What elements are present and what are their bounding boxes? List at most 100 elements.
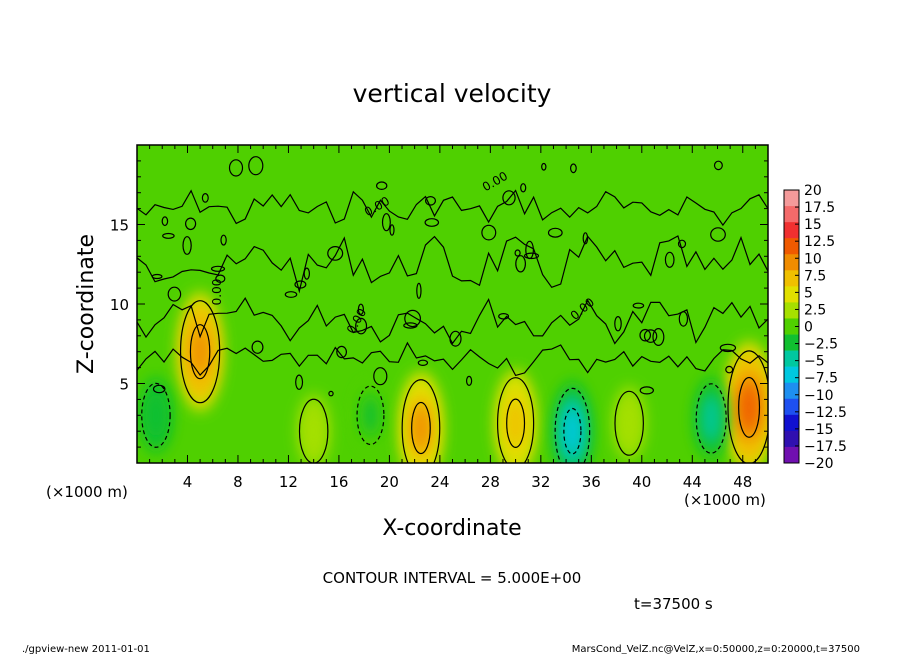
x-tick-label: 20 <box>380 473 399 491</box>
x-tick-label: 8 <box>233 473 243 491</box>
colorbar-label: 0 <box>804 320 813 336</box>
zero-contour-label: 0.00 <box>210 279 224 306</box>
colorbar-label: 20 <box>804 183 822 199</box>
velocity-core-8 <box>296 393 331 463</box>
small-contour <box>643 329 658 343</box>
colorbar-swatch <box>784 254 799 271</box>
core-contour-1 <box>401 379 441 463</box>
contour-interval-text: CONTOUR INTERVAL = 5.000E+00 <box>323 569 582 587</box>
velocity-core-5 <box>693 377 729 460</box>
small-contour <box>502 190 516 206</box>
colorbar-label: −10 <box>804 388 834 404</box>
small-contour <box>449 330 462 347</box>
colorbar-swatch <box>784 286 799 303</box>
colorbar-swatch <box>784 382 799 400</box>
core-contour-inner-2 <box>506 398 526 448</box>
velocity-core-1 <box>398 371 444 463</box>
y-tick-label: 5 <box>119 376 129 394</box>
small-contour <box>547 227 563 238</box>
small-contour <box>248 156 264 176</box>
small-contour <box>514 249 521 257</box>
x-tick-label: 28 <box>481 473 500 491</box>
small-contour <box>416 282 422 299</box>
small-contour <box>632 302 645 309</box>
core-contour-5 <box>695 383 727 454</box>
y-axis-ticks: 5 10 15 <box>110 144 768 464</box>
colorbar-label: −17.5 <box>804 439 847 455</box>
small-contour <box>678 311 689 327</box>
colorbar-label: 5 <box>804 285 813 301</box>
small-contour <box>498 312 510 320</box>
small-contour <box>425 196 437 206</box>
small-contour <box>541 162 547 171</box>
x-tick-label: 36 <box>582 473 601 491</box>
small-contour <box>424 218 440 227</box>
colorbar-label: 15 <box>804 217 822 233</box>
x-tick-label: 4 <box>183 473 193 491</box>
colorbar-label: −15 <box>804 422 834 438</box>
core-contour-4 <box>554 387 591 463</box>
small-contour <box>251 340 264 354</box>
time-label: t=37500 s <box>634 595 713 613</box>
footer-right: MarsCond_VelZ.nc@VelZ,x=0:50000,z=0:2000… <box>572 644 860 654</box>
core-contour-6 <box>141 382 171 448</box>
small-contour <box>515 255 526 273</box>
colorbar-label: 2.5 <box>804 302 826 318</box>
small-contour <box>639 328 651 342</box>
small-contour <box>713 160 723 171</box>
x-unit-left: (×1000 m) <box>46 483 128 501</box>
small-contour <box>210 265 226 272</box>
small-contour <box>152 384 166 394</box>
velocity-core-7 <box>354 380 387 450</box>
x-unit-right: (×1000 m) <box>684 491 766 509</box>
small-contour <box>162 232 175 239</box>
small-contour <box>677 239 687 249</box>
colorbar-swatch <box>784 430 799 448</box>
small-contour <box>294 280 307 289</box>
small-contour <box>520 183 527 193</box>
colorbar-swatch <box>784 446 799 464</box>
zero-contour-band-3 <box>137 341 768 377</box>
colorbar-swatch <box>784 270 799 287</box>
zero-contour-band-0 <box>137 189 768 227</box>
small-contour <box>295 374 304 390</box>
colorbar-swatch <box>784 414 799 432</box>
velocity-core-9 <box>612 385 646 461</box>
small-contour <box>719 343 737 353</box>
small-contour <box>725 365 734 374</box>
plot-area: 0.000.000.000.00 0.00 4 8 12 16 20 24 28 32 36 40 4… <box>110 144 769 491</box>
core-contour-2 <box>496 377 535 463</box>
core-contour-0 <box>179 300 221 404</box>
colorbar-swatch <box>784 398 799 416</box>
x-tick-label: 16 <box>329 473 348 491</box>
colorbar-swatch <box>784 350 799 367</box>
small-contour <box>220 234 227 246</box>
velocity-core-0 <box>177 291 224 412</box>
velocity-core-2 <box>494 369 537 463</box>
small-contour <box>570 163 577 174</box>
small-contour <box>327 245 344 261</box>
small-contour <box>710 227 726 242</box>
small-contour <box>161 216 169 227</box>
footer-left: ./gpview-new 2011-01-01 <box>22 644 150 654</box>
plot-background <box>137 145 768 463</box>
x-axis-label: X-coordinate <box>382 516 521 541</box>
colorbar-label: −12.5 <box>804 405 847 421</box>
core-contour-inner-1 <box>411 401 431 455</box>
small-contour <box>373 367 388 386</box>
core-contour-8 <box>298 398 329 463</box>
x-tick-label: 40 <box>632 473 651 491</box>
small-contour <box>182 236 192 255</box>
core-contour-inner-0 <box>189 324 211 380</box>
colorbar-swatch <box>784 238 799 255</box>
small-contour <box>417 359 429 366</box>
core-contour-7 <box>356 385 385 446</box>
colorbar-label: −20 <box>804 456 834 472</box>
core-contour-inner-3 <box>738 376 761 438</box>
small-contour <box>215 274 226 283</box>
y-tick-label: 15 <box>110 217 129 235</box>
small-contour <box>328 390 334 397</box>
velocity-core-6 <box>139 377 173 453</box>
small-contour <box>614 316 622 332</box>
